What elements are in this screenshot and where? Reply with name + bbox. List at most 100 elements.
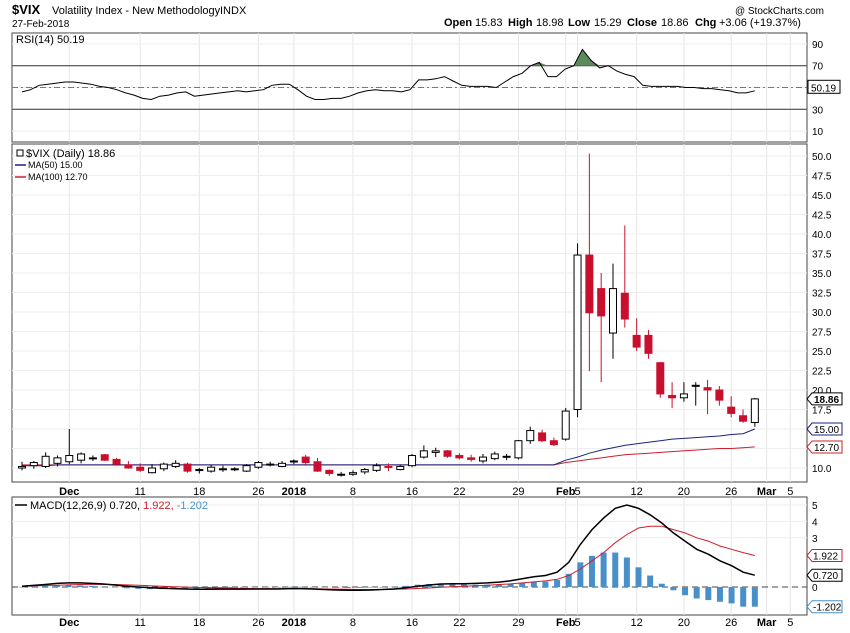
- candle-body: [573, 254, 582, 410]
- candle: [538, 429, 547, 443]
- candle-body: [112, 458, 121, 465]
- ma50-line: [22, 428, 755, 467]
- candle-body: [431, 450, 440, 453]
- macd-histogram-bar: [309, 587, 316, 588]
- macd-histogram-bar: [600, 552, 607, 587]
- macd-line: [21, 504, 755, 592]
- price-tick-label: 17.5: [812, 406, 832, 417]
- rsi-tick-label: 90: [812, 40, 824, 51]
- change-label: Chg: [695, 17, 716, 29]
- x-tick-label: 20: [678, 617, 690, 629]
- macd-histogram-bar: [367, 587, 374, 588]
- candle: [195, 468, 204, 474]
- candle-body: [278, 462, 287, 467]
- macd-histogram-bar: [391, 586, 398, 588]
- candle-body: [289, 460, 298, 463]
- candle-body: [703, 387, 712, 391]
- candle-body: [325, 469, 334, 474]
- candle: [668, 382, 677, 408]
- macd-tick-label: 5: [812, 501, 818, 512]
- x-tick-label: Mar: [757, 486, 777, 498]
- candle-body: [443, 450, 452, 457]
- macd-histogram-bar: [88, 586, 95, 587]
- candle-body: [632, 334, 641, 348]
- x-tick-label: 11: [134, 486, 145, 498]
- watermark: @ StockCharts.com: [735, 6, 824, 17]
- candle-body: [620, 292, 629, 320]
- price-tick-label: 30.0: [812, 308, 832, 319]
- candle-body: [29, 462, 38, 467]
- macd-plot: [12, 504, 807, 607]
- x-tick-label: 16: [406, 486, 418, 498]
- macd-tick-label: 3: [812, 534, 818, 545]
- candle: [53, 455, 62, 467]
- x-tick-label: 5: [787, 486, 793, 498]
- macd-histogram-bar: [286, 586, 293, 588]
- x-tick-label: 29: [512, 617, 524, 629]
- signal-value-label: 1.922: [813, 551, 838, 562]
- macd-value-label-box: [806, 568, 843, 582]
- low-value: 15.29: [594, 17, 622, 29]
- macd-histogram-bar: [612, 552, 619, 587]
- price-tick-label: 22.5: [812, 367, 832, 378]
- macd-histogram-bar: [542, 581, 549, 587]
- candle-body: [230, 468, 239, 471]
- macd-histogram-bar: [530, 581, 537, 587]
- macd-value-label: 0.720: [813, 571, 838, 582]
- chart-date: 27-Feb-2018: [12, 19, 70, 30]
- price-legend: $VIX (Daily) 18.86: [26, 148, 115, 160]
- macd-histogram-bar: [298, 586, 305, 588]
- candle-body: [609, 288, 617, 334]
- price-tick-label: 10.0: [812, 464, 832, 475]
- symbol-label: $VIX: [12, 2, 41, 17]
- candle-body: [549, 440, 558, 446]
- rsi-value-label: 50.19: [811, 83, 836, 94]
- change-value: +3.06 (+19.37%): [719, 17, 801, 29]
- macd-histogram-bar: [565, 573, 572, 587]
- candle-body: [360, 469, 369, 473]
- price-tick-label: 45.0: [812, 191, 832, 202]
- candle: [502, 453, 511, 461]
- macd-histogram-bar: [135, 587, 142, 589]
- candle: [207, 464, 216, 473]
- ma100-line: [22, 446, 755, 466]
- candle: [431, 447, 440, 458]
- macd-histogram-bar: [216, 587, 223, 588]
- candle: [148, 464, 157, 474]
- price-tick-label: 50.0: [812, 152, 832, 163]
- candle: [750, 397, 759, 427]
- macd-histogram-bar: [263, 587, 270, 588]
- candle-body: [171, 462, 180, 467]
- ohlc-readout: Open 15.83 High 18.98 Low 15.29 Close 18…: [444, 17, 801, 29]
- candle-body: [337, 473, 346, 476]
- candle-body: [679, 393, 688, 399]
- candle-body: [77, 453, 86, 461]
- candle: [242, 464, 251, 472]
- price-tick-label: 25.0: [812, 347, 832, 358]
- macd-histogram-bar: [484, 584, 491, 587]
- price-tick-label: 47.5: [812, 172, 832, 183]
- price-tick-label: 35.0: [812, 269, 832, 280]
- candle: [77, 452, 86, 464]
- price-tick-label: 20.0: [812, 386, 832, 397]
- ma100-price-label-box: [806, 440, 843, 454]
- macd-histogram-bar: [577, 562, 584, 587]
- x-tick-label: Dec: [59, 486, 79, 498]
- candle-body: [644, 334, 653, 354]
- candle: [632, 318, 641, 351]
- macd-histogram-bar: [449, 583, 456, 587]
- macd-legend: MACD(12,26,9) 0.720, 1.922, -1.202: [30, 500, 208, 512]
- macd-histogram-bar: [356, 587, 363, 588]
- candle: [715, 386, 724, 406]
- close-value: 18.86: [661, 17, 689, 29]
- candle: [679, 382, 688, 402]
- rsi-value-box: [807, 79, 841, 94]
- x-tick-label: 12: [631, 486, 643, 498]
- candle: [585, 153, 594, 372]
- candle-body: [124, 464, 133, 469]
- macd-histogram-bar: [658, 583, 665, 587]
- macd-histogram-bar: [30, 586, 37, 588]
- candle: [478, 453, 487, 464]
- macd-histogram-bar: [181, 587, 188, 589]
